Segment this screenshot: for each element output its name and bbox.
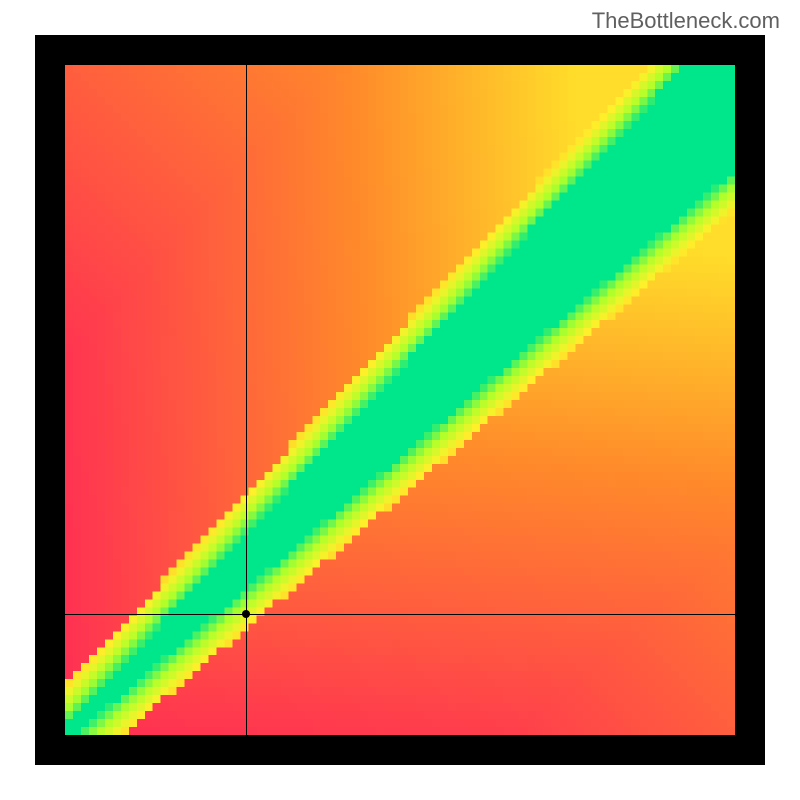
chart-border	[35, 35, 765, 765]
crosshair-vertical	[246, 65, 247, 735]
chart-root: TheBottleneck.com	[0, 0, 800, 800]
watermark-text: TheBottleneck.com	[592, 8, 780, 34]
data-point-marker	[242, 610, 250, 618]
crosshair-horizontal	[65, 614, 735, 615]
heatmap-canvas	[65, 65, 735, 735]
chart-area	[65, 65, 735, 735]
